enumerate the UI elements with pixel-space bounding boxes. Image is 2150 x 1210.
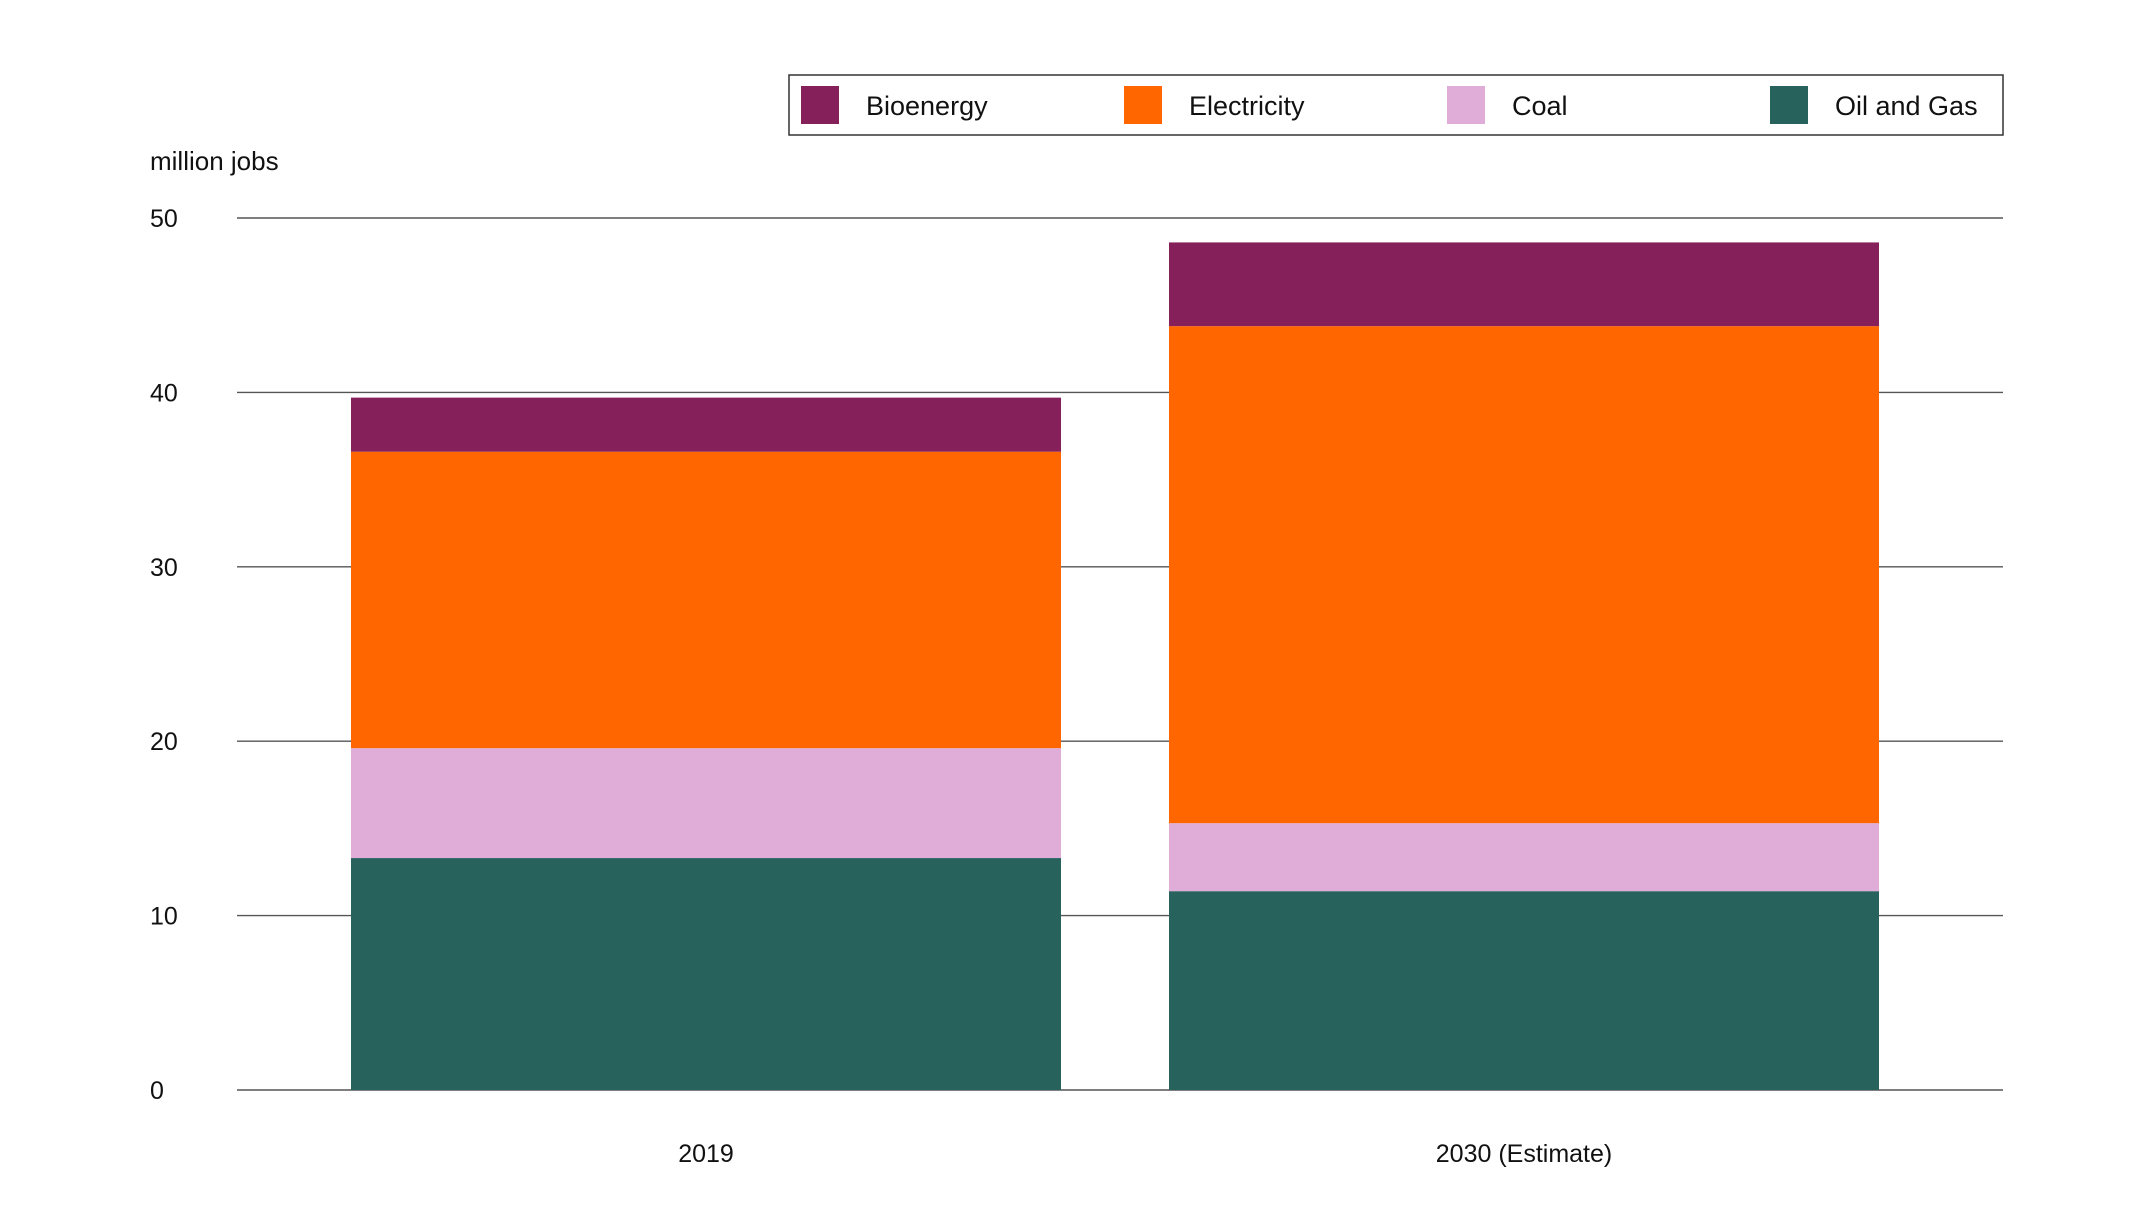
y-tick-label: 20: [150, 728, 178, 756]
x-tick-label: 2019: [678, 1140, 734, 1168]
bar-segment: [351, 451, 1061, 749]
legend-swatch: [1447, 86, 1485, 124]
legend-label: Coal: [1512, 91, 1568, 121]
x-tick-label: 2030 (Estimate): [1436, 1140, 1612, 1168]
bar-segment: [1169, 891, 1879, 1090]
axes: million jobs 0 10 20 30 40 50 2019 2030 (Estima…: [150, 146, 1612, 1168]
legend-swatch: [801, 86, 839, 124]
legend-label: Electricity: [1189, 91, 1305, 121]
y-tick-label: 50: [150, 205, 178, 233]
legend-label: Oil and Gas: [1835, 91, 1978, 121]
legend-label: Bioenergy: [866, 91, 988, 121]
legend-swatch: [1124, 86, 1162, 124]
y-tick-label: 0: [150, 1077, 164, 1105]
bars: [351, 242, 1879, 1090]
legend-swatch: [1770, 86, 1808, 124]
legend-box: [788, 74, 2004, 136]
bar-segment: [1169, 823, 1879, 892]
bar-segment: [351, 858, 1061, 1090]
bar-segment: [1169, 326, 1879, 824]
bar-segment: [351, 397, 1061, 452]
y-tick-label: 30: [150, 554, 178, 582]
legend: Bioenergy Electricity Coal Oil and Gas: [788, 74, 2004, 136]
bar-segment: [1169, 242, 1879, 327]
bar-segment: [351, 748, 1061, 859]
y-tick-label: 40: [150, 379, 178, 407]
y-axis-title: million jobs: [150, 146, 279, 176]
y-tick-label: 10: [150, 903, 178, 931]
